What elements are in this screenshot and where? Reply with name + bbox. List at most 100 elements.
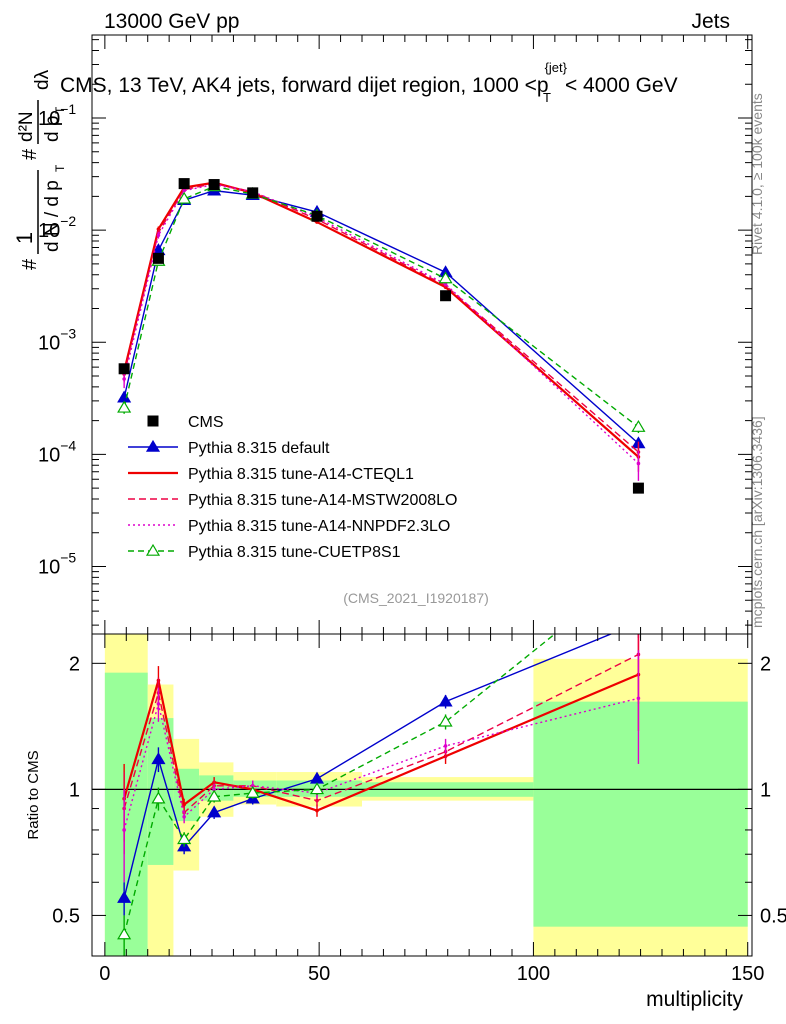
series-marker <box>156 233 161 238</box>
legend-entry: Pythia 8.315 tune-A14-MSTW2008LO <box>128 492 457 509</box>
main-ytick-label: 10−3 <box>38 325 76 354</box>
chart-title: CMS, 13 TeV, AK4 jets, forward dijet reg… <box>60 60 678 105</box>
title-pre: CMS, 13 TeV, AK4 jets, forward dijet reg… <box>60 74 549 97</box>
ratio-marker <box>632 561 644 571</box>
legend-label: CMS <box>188 414 224 431</box>
ratio-marker <box>151 791 166 804</box>
series-marker <box>182 188 186 193</box>
ratio-marker <box>632 617 644 627</box>
legend-label: Pythia 8.315 tune-A14-NNPDF2.3LO <box>188 518 450 535</box>
ratio-xtick-label: 150 <box>731 963 764 985</box>
data-point <box>178 178 190 190</box>
series-marker <box>636 461 641 466</box>
xlabel: multiplicity <box>646 988 743 1011</box>
ratio-marker <box>250 783 255 788</box>
mcplots-label: mcplots.cern.ch [arXiv:1306.3436] <box>749 416 765 628</box>
ylabel-num2: d²N <box>16 111 37 142</box>
legend-label: Pythia 8.315 tune-A14-MSTW2008LO <box>188 492 457 509</box>
legend-label: Pythia 8.315 default <box>188 440 330 457</box>
ratio-ytick-label-right: 1 <box>760 779 771 801</box>
ratio-ylabel: Ratio to CMS <box>25 750 42 839</box>
data-point <box>311 210 323 222</box>
ratio-marker <box>182 815 186 819</box>
ratio-marker <box>156 702 161 706</box>
ratio-marker <box>207 805 222 818</box>
ratio-marker <box>117 927 132 940</box>
ratio-xtick-label: 50 <box>308 963 330 985</box>
data-point <box>440 290 452 302</box>
stat-uncertainty-band <box>147 718 174 865</box>
ratio-line <box>123 697 639 831</box>
ratio-line <box>123 653 639 814</box>
ylabel-t2: T <box>53 106 67 114</box>
ratio-marker <box>151 752 166 765</box>
series-marker <box>177 191 192 204</box>
ratio-panel: 0.5 0.5 1 1 2 2 0 50 100 150 <box>52 561 786 985</box>
series-marker <box>122 377 126 381</box>
ratio-line <box>123 634 613 899</box>
series-line <box>123 185 639 428</box>
data-point <box>247 187 259 199</box>
ylabel-t1: T <box>53 164 67 172</box>
legend-label: Pythia 8.315 tune-CUETP8S1 <box>188 544 401 561</box>
legend-entry: Pythia 8.315 tune-CUETP8S1 <box>128 543 401 561</box>
legend-entry: Pythia 8.315 default <box>128 439 330 457</box>
legend-entry: Pythia 8.315 tune-A14-NNPDF2.3LO <box>128 518 450 535</box>
main-ylabel: # 1 d N / d p T # d²N d p T dλ <box>12 69 67 270</box>
series-0 <box>117 183 646 449</box>
ratio-ytick-label: 2 <box>69 653 80 675</box>
title-post: < 4000 GeV <box>565 74 678 97</box>
series-marker <box>117 400 132 413</box>
ratio-marker <box>309 782 325 795</box>
rivet-label: Rivet 4.1.0, ≥ 100k events <box>749 93 765 255</box>
ratio-marker <box>245 785 260 798</box>
stat-uncertainty-band <box>533 701 748 927</box>
series-line <box>123 183 639 464</box>
ratio-ytick-label-right: 0.5 <box>760 905 786 927</box>
legend-label: Pythia 8.315 tune-A14-CTEQL1 <box>188 466 414 483</box>
ratio-line <box>123 634 556 935</box>
ylabel-one: 1 <box>12 232 37 244</box>
ylabel-hash2: # <box>19 148 41 160</box>
ratio-marker <box>315 808 319 813</box>
ratio-marker <box>177 832 192 845</box>
data-point <box>208 179 220 191</box>
series-marker <box>631 419 646 432</box>
ratio-marker <box>315 798 319 803</box>
header-right: Jets <box>691 10 730 33</box>
ratio-xtick-label: 0 <box>99 963 110 985</box>
ratio-marker <box>443 744 448 748</box>
ylabel-hash1: # <box>19 258 41 270</box>
series-marker <box>438 271 453 284</box>
legend-data-marker <box>147 415 159 427</box>
watermark: (CMS_2021_I1920187) <box>343 590 489 606</box>
main-ytick-label: 10−5 <box>38 549 76 578</box>
title-sup: {jet} <box>545 60 568 75</box>
data-point <box>152 252 164 264</box>
ylabel-lambda: dλ <box>32 69 53 90</box>
ratio-ytick-label: 0.5 <box>52 905 80 927</box>
ratio-ytick-label-right: 2 <box>760 653 771 675</box>
header-left: 13000 GeV pp <box>104 10 239 33</box>
main-ytick-label: 10−2 <box>38 213 76 242</box>
ratio-series-3 <box>122 650 641 883</box>
series-marker <box>117 390 132 403</box>
data-point <box>118 363 130 375</box>
legend: CMS Pythia 8.315 default Pythia 8.315 tune… <box>128 414 457 561</box>
series-line <box>123 182 639 453</box>
ratio-xtick-label: 100 <box>517 963 550 985</box>
title-sub: T <box>543 90 551 105</box>
ylabel-den2: d p <box>42 116 63 142</box>
main-ytick-label: 10−1 <box>38 101 76 130</box>
ratio-marker <box>207 789 222 802</box>
ratio-marker <box>212 787 216 792</box>
ratio-marker <box>438 694 453 707</box>
series-3 <box>122 182 641 481</box>
legend-entry: Pythia 8.315 tune-A14-CTEQL1 <box>128 466 414 483</box>
ratio-ytick-label: 1 <box>69 779 80 801</box>
legend-marker <box>145 439 161 452</box>
ratio-marker <box>122 828 126 832</box>
legend-marker <box>145 543 161 556</box>
legend-entry: CMS <box>147 414 224 431</box>
